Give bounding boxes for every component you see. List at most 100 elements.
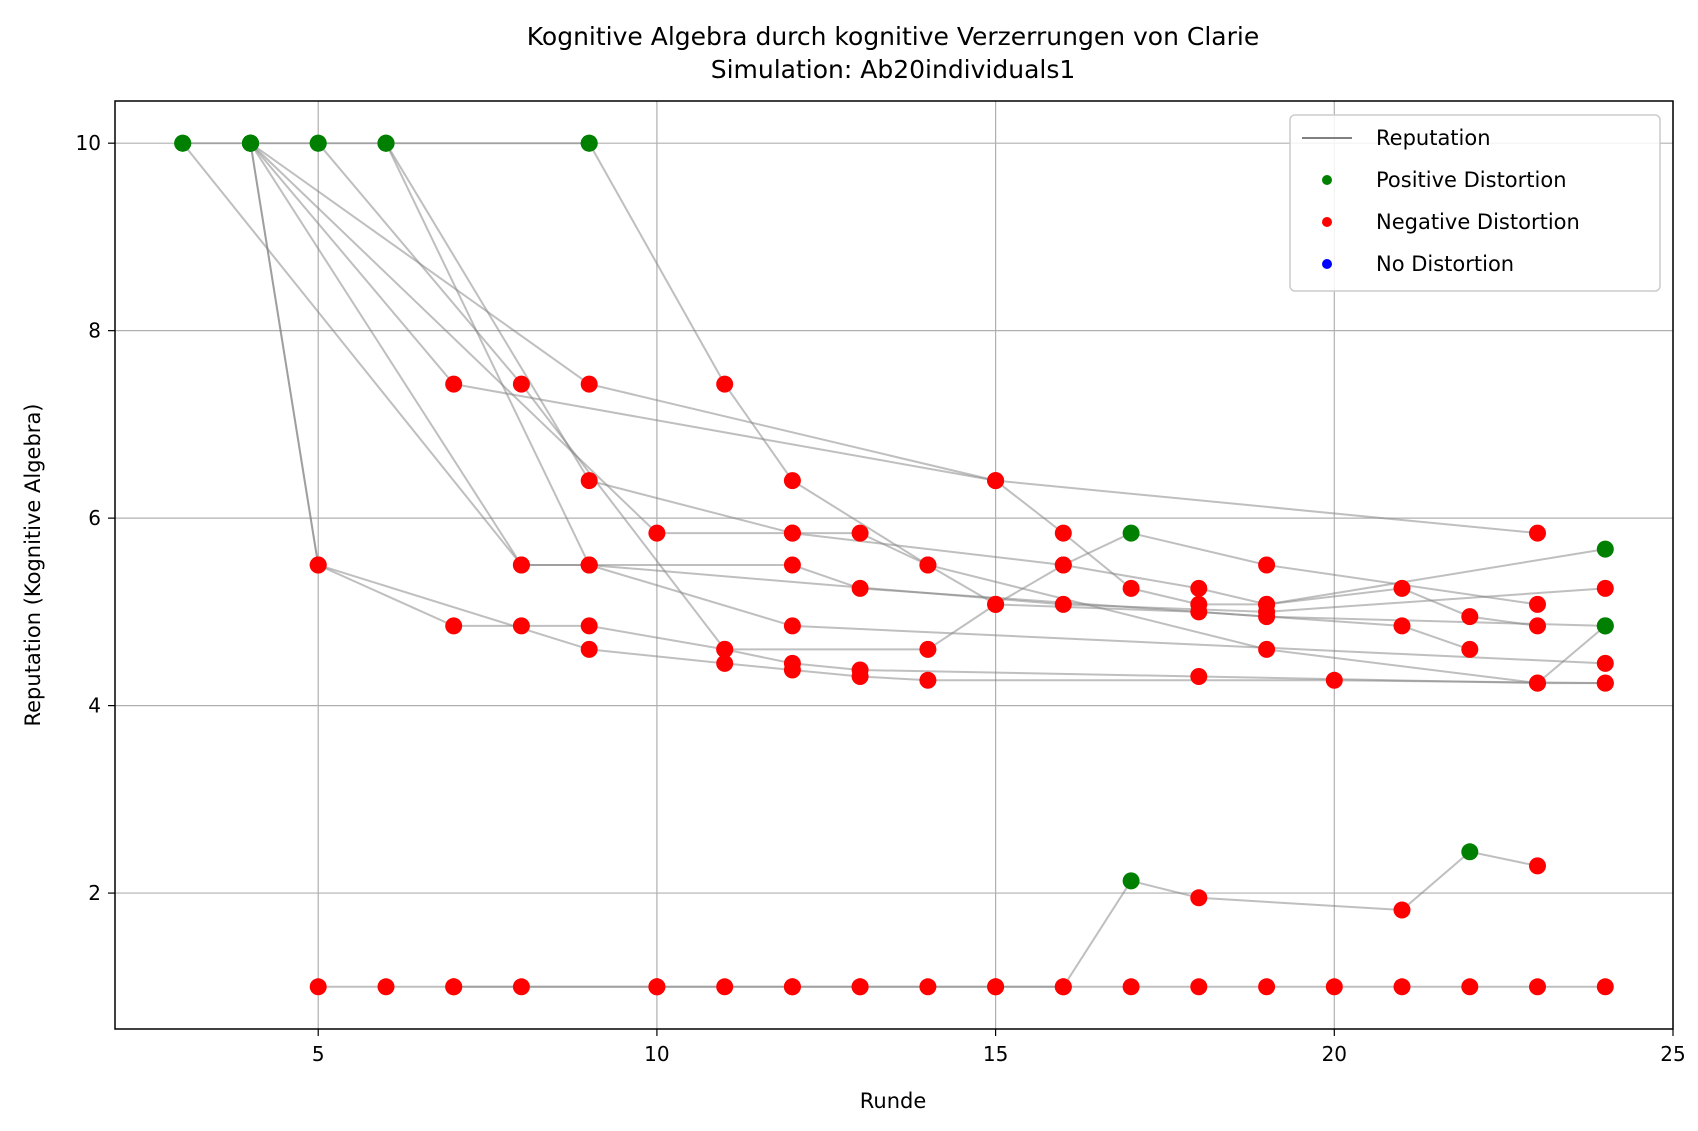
data-point — [919, 640, 937, 658]
data-point — [851, 661, 869, 679]
data-point — [1122, 579, 1140, 597]
data-point — [1596, 579, 1614, 597]
data-point — [1122, 872, 1140, 890]
data-point — [242, 134, 259, 152]
x-tick-label: 25 — [1660, 1042, 1685, 1066]
reputation-line — [249, 142, 1606, 606]
data-point — [309, 978, 327, 996]
data-point — [987, 595, 1005, 613]
x-tick-label: 5 — [312, 1042, 325, 1066]
data-point — [512, 375, 530, 393]
y-tick-label: 6 — [88, 506, 101, 530]
data-point — [716, 978, 734, 996]
data-point — [919, 978, 937, 996]
legend: Reputation Positive Distortion Negative … — [1289, 114, 1661, 292]
data-point — [580, 375, 598, 393]
data-point — [648, 524, 666, 542]
reputation-line — [249, 143, 1538, 651]
x-tick-label: 10 — [644, 1042, 669, 1066]
data-point — [648, 978, 666, 996]
data-point — [580, 617, 598, 635]
reputation-line — [317, 142, 1606, 685]
data-point — [1529, 978, 1546, 996]
data-point — [783, 524, 801, 542]
data-point — [1529, 674, 1546, 692]
data-point — [716, 375, 734, 393]
data-points — [174, 134, 1614, 996]
data-point — [1461, 978, 1479, 996]
y-tick-label: 4 — [88, 694, 101, 718]
data-point — [783, 556, 801, 574]
legend-none-marker — [1322, 259, 1332, 269]
data-point — [783, 654, 801, 672]
data-point — [445, 617, 463, 635]
data-point — [1054, 978, 1072, 996]
x-axis-label: Runde — [860, 1089, 927, 1113]
x-axis-ticks: 5 10 15 20 25 — [312, 1029, 1686, 1066]
data-point — [309, 134, 327, 152]
data-point — [1461, 640, 1479, 658]
legend-label-positive: Positive Distortion — [1376, 168, 1567, 192]
data-point — [716, 654, 734, 672]
data-point — [1461, 608, 1479, 626]
data-point — [1258, 978, 1276, 996]
data-point — [1122, 524, 1140, 542]
data-point — [1190, 978, 1208, 996]
data-point — [174, 134, 192, 152]
plot-area-frame — [114, 100, 1674, 1030]
x-tick-label: 20 — [1322, 1042, 1347, 1066]
data-point — [1393, 901, 1411, 919]
data-point — [512, 978, 530, 996]
legend-label-none: No Distortion — [1376, 252, 1514, 276]
legend-negative-marker — [1322, 217, 1332, 227]
data-point — [1190, 889, 1208, 907]
data-point — [1258, 556, 1276, 574]
data-point — [512, 617, 530, 635]
data-point — [1529, 617, 1546, 635]
data-point — [1190, 579, 1208, 597]
data-point — [1596, 674, 1614, 692]
data-point — [580, 640, 598, 658]
data-point — [783, 472, 801, 490]
y-tick-label: 8 — [88, 319, 101, 343]
data-point — [919, 556, 937, 574]
data-point — [1393, 978, 1411, 996]
data-point — [1461, 843, 1479, 861]
data-point — [512, 556, 530, 574]
chart-subtitle: Simulation: Ab20individuals1 — [711, 55, 1076, 84]
data-point — [1054, 524, 1072, 542]
data-point — [987, 978, 1005, 996]
reputation-line — [249, 142, 1538, 535]
data-point — [783, 978, 801, 996]
data-point — [445, 375, 463, 393]
data-point — [1529, 857, 1546, 875]
data-point — [1325, 978, 1343, 996]
data-point — [919, 671, 937, 689]
data-point — [1596, 654, 1614, 672]
data-point — [1596, 617, 1614, 635]
data-point — [1258, 640, 1276, 658]
data-point — [1122, 978, 1140, 996]
y-axis-ticks: 2 4 6 8 10 — [76, 131, 115, 905]
data-point — [1054, 595, 1072, 613]
data-point — [580, 556, 598, 574]
y-axis-label: Reputation (Kognitive Algebra) — [21, 403, 45, 726]
data-point — [1190, 603, 1208, 621]
legend-label-reputation: Reputation — [1376, 126, 1491, 150]
legend-label-negative: Negative Distortion — [1376, 210, 1580, 234]
data-point — [580, 472, 598, 490]
x-tick-label: 15 — [983, 1042, 1008, 1066]
data-point — [987, 472, 1005, 490]
data-point — [1529, 595, 1546, 613]
chart-title: Kognitive Algebra durch kognitive Verzer… — [527, 22, 1259, 51]
data-point — [783, 617, 801, 635]
data-point — [1258, 603, 1276, 621]
data-point — [445, 978, 463, 996]
legend-positive-marker — [1322, 175, 1332, 185]
data-point — [377, 134, 395, 152]
data-point — [851, 978, 869, 996]
data-point — [1190, 668, 1208, 685]
data-point — [1596, 978, 1614, 996]
data-point — [309, 556, 327, 574]
